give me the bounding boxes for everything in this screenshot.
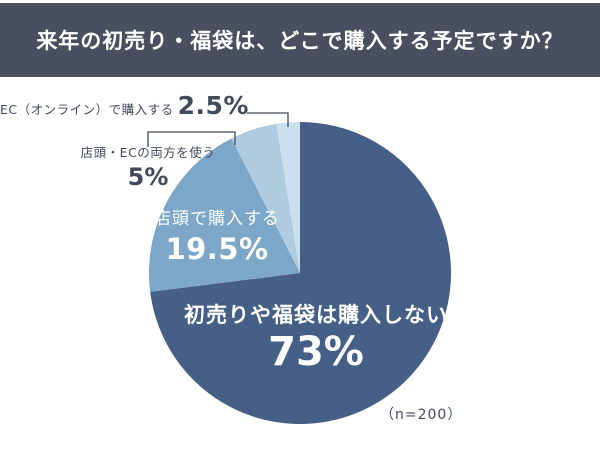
label-ec-online: EC（オンライン）で購入する 2.5% [0, 91, 248, 121]
pie-chart [148, 122, 451, 424]
label-store-and-ec: 店頭・ECの両方を使う 5% [73, 143, 223, 192]
page-title: 来年の初売り・福袋は、どこで購入する予定ですか？ [36, 29, 564, 53]
leader-line-ec-online [247, 112, 289, 127]
pie-slice-4 [276, 122, 300, 273]
leader-line-both [147, 131, 236, 147]
pie-slice-2 [148, 138, 300, 292]
pie-slice-3 [231, 123, 300, 273]
label-store-and-ec-value: 5% [127, 163, 169, 192]
label-no-purchase-value: 73% [268, 329, 364, 376]
label-no-purchase: 初売りや福袋は購入しない 73% [166, 303, 466, 375]
sample-size-note: （n=200） [380, 407, 463, 423]
label-store-text: 店頭で購入する [154, 209, 280, 229]
label-store-value: 19.5% [165, 231, 269, 266]
label-store-and-ec-text: 店頭・ECの両方を使う [80, 145, 216, 160]
header-bar: 来年の初売り・福袋は、どこで購入する予定ですか？ [0, 3, 600, 77]
label-ec-online-text: EC（オンライン）で購入する [0, 102, 174, 117]
label-ec-online-value: 2.5% [177, 91, 249, 120]
label-no-purchase-text: 初売りや福袋は購入しない [184, 303, 448, 327]
pie-slice-1 [150, 122, 451, 424]
label-store: 店頭で購入する 19.5% [127, 209, 307, 266]
